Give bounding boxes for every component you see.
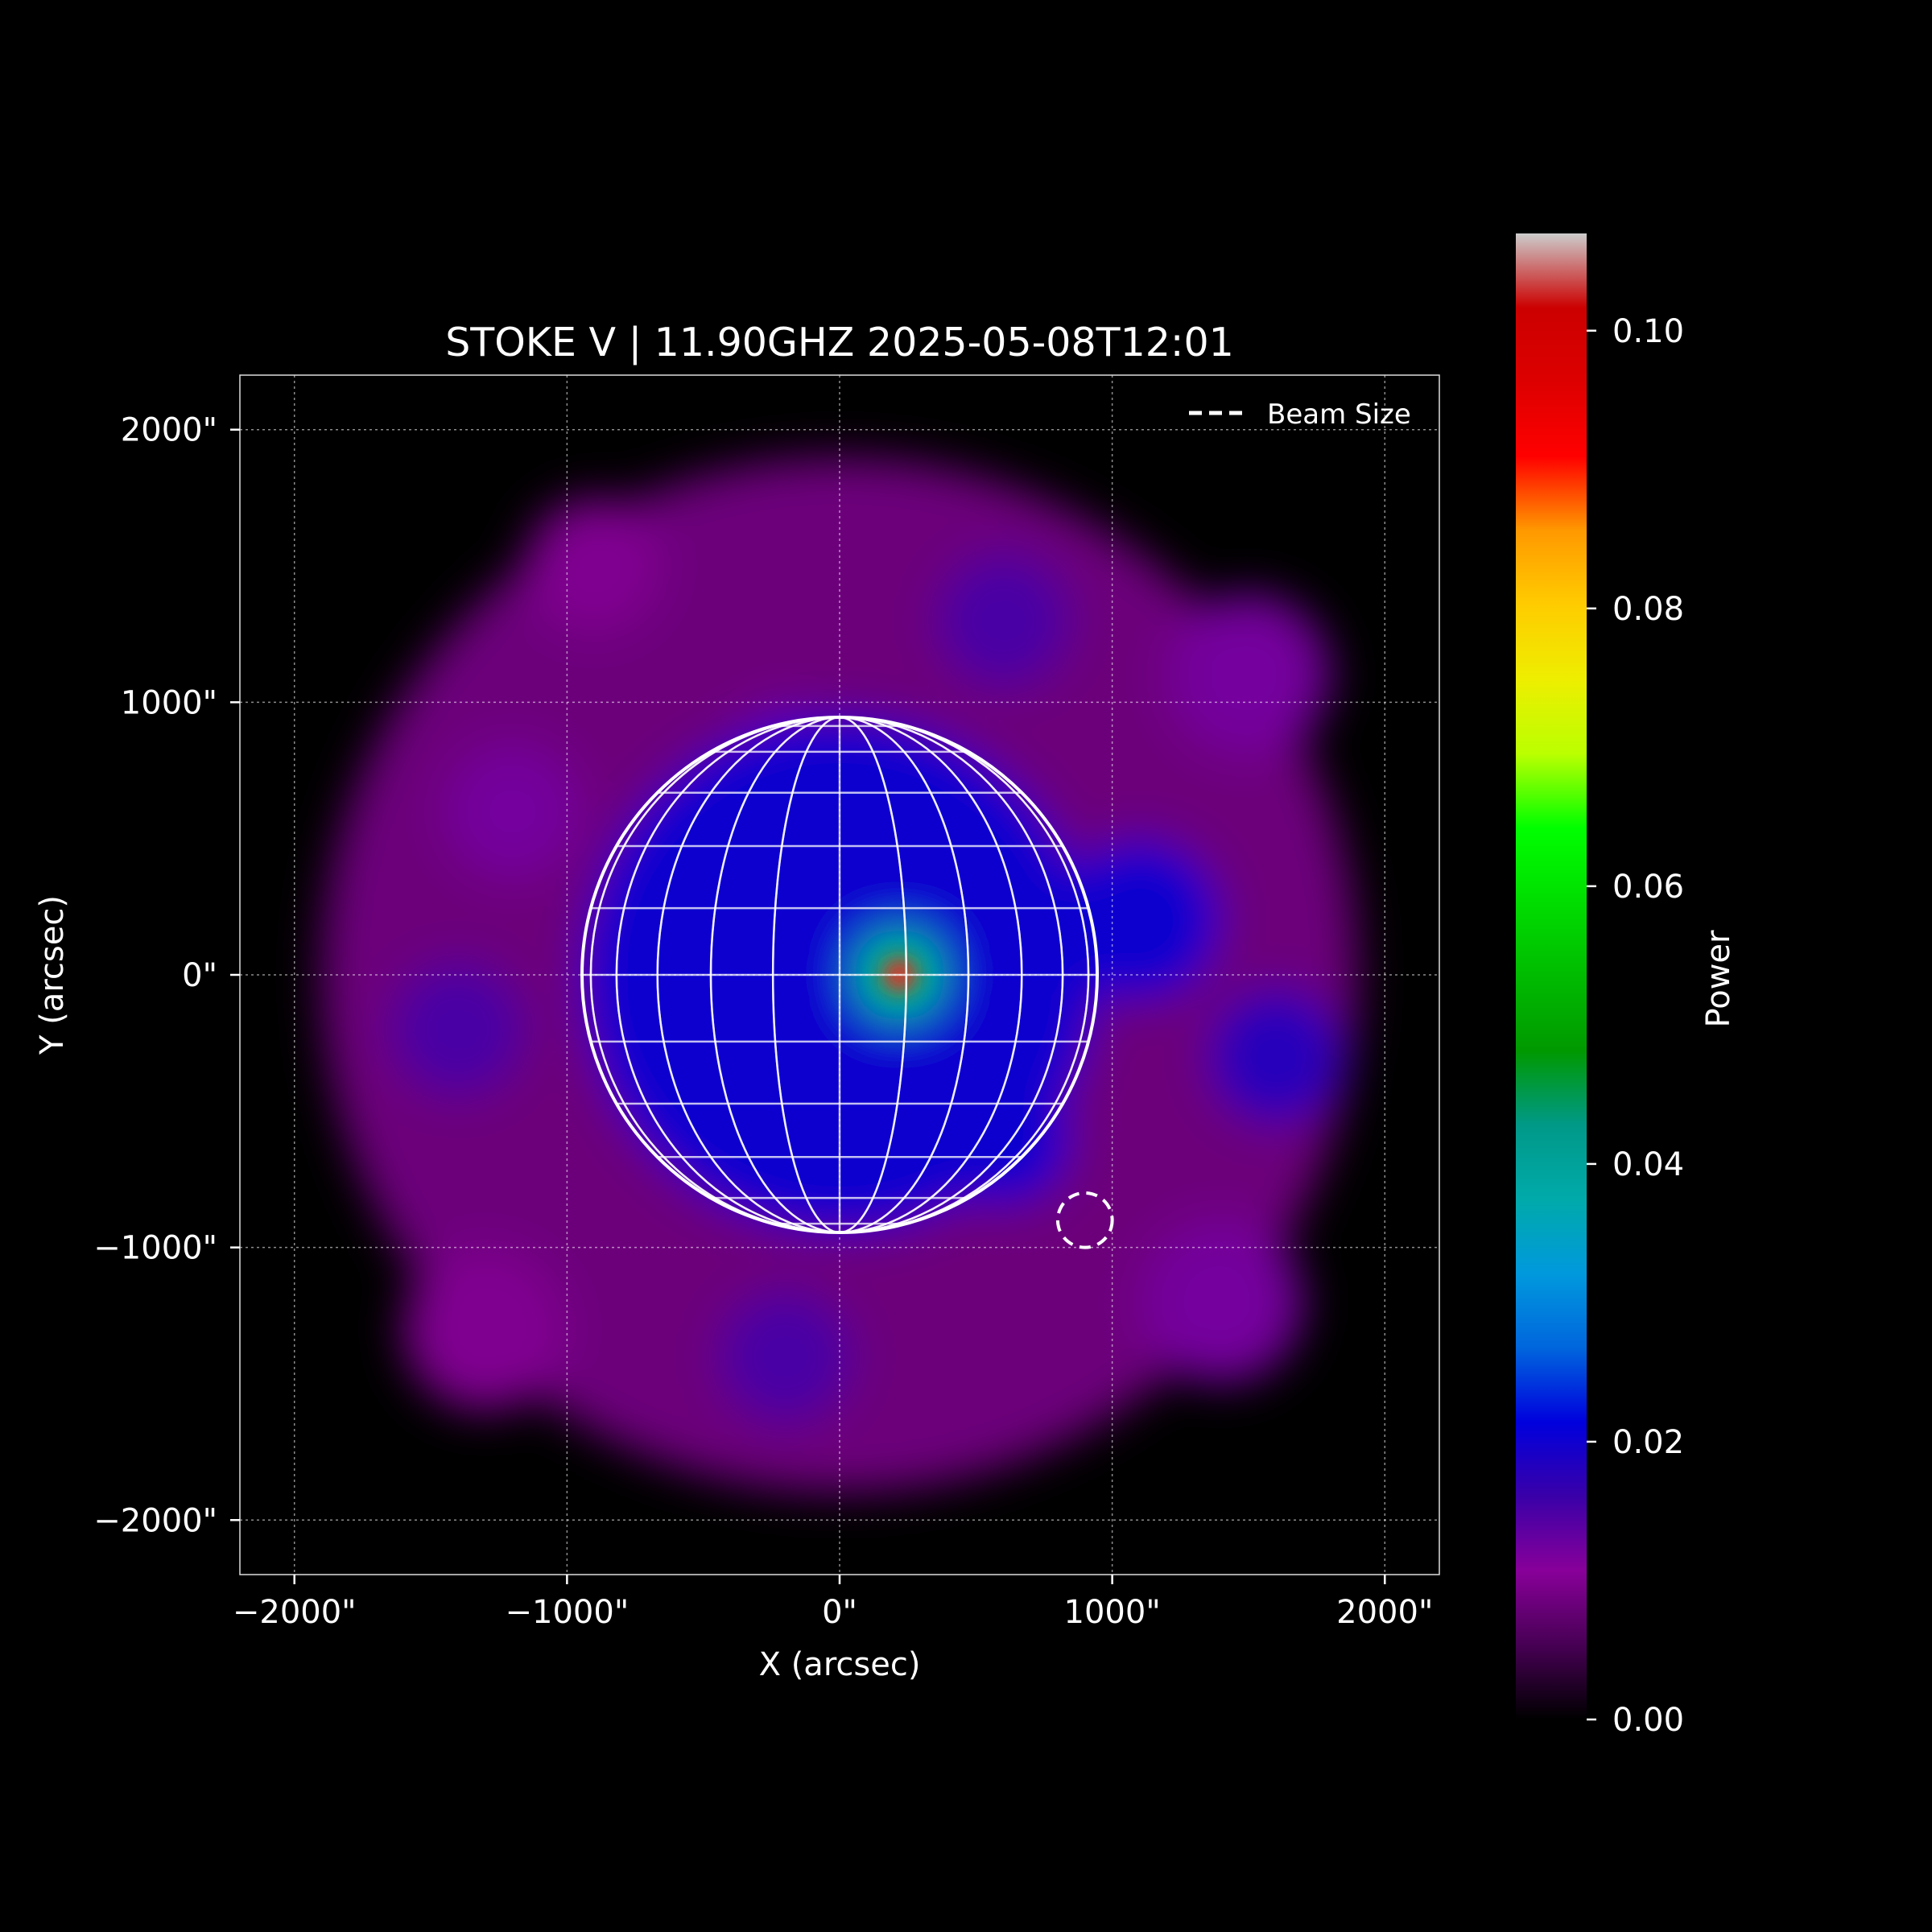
heatmap-source	[390, 961, 526, 1098]
y-tick-label: 0"	[182, 957, 217, 994]
heatmap-source	[1166, 592, 1331, 758]
colorbar	[1516, 233, 1587, 1719]
heatmap-source	[935, 552, 1071, 689]
colorbar-tick-label: 0.02	[1612, 1424, 1684, 1461]
heatmap-source	[444, 743, 581, 880]
x-tick-label: −1000"	[506, 1594, 630, 1631]
y-tick-label: 2000"	[121, 412, 217, 449]
x-axis-label: X (arcsec)	[759, 1646, 921, 1683]
y-tick-label: 1000"	[121, 684, 217, 721]
x-axis-ticks: −2000" −1000" 0" 1000" 2000"	[233, 1575, 1433, 1631]
colorbar-tick-label: 0.08	[1612, 591, 1684, 628]
heatmap-source	[403, 1247, 568, 1411]
colorbar-tick-label: 0.00	[1612, 1702, 1684, 1739]
heatmap-source	[1057, 838, 1222, 1002]
chart-title: STOKE V | 11.90GHZ 2025-05-08T12:01	[445, 320, 1234, 365]
heatmap-source	[880, 1084, 963, 1166]
colorbar-tick-label: 0.06	[1612, 869, 1684, 906]
solar-limb	[580, 715, 1100, 1235]
y-axis-label: Y (arcsec)	[34, 895, 71, 1055]
x-tick-label: −2000"	[233, 1594, 357, 1631]
legend-beam-label: Beam Size	[1267, 398, 1411, 431]
solar-disk-graticule	[580, 715, 1100, 1235]
heatmap-source	[1208, 988, 1344, 1125]
x-tick-label: 0"	[822, 1594, 857, 1631]
heatmap-source	[1139, 1220, 1303, 1384]
heatmap-source	[526, 497, 663, 634]
colorbar-tick-label: 0.10	[1612, 313, 1684, 350]
y-tick-label: −1000"	[93, 1230, 217, 1267]
x-tick-label: 2000"	[1336, 1594, 1433, 1631]
colorbar-label: Power	[1700, 930, 1737, 1027]
colorbar-ticks: 0.10 0.08 0.06 0.04 0.02 0.00	[1587, 313, 1684, 1739]
heatmap-source	[716, 1288, 853, 1425]
colorbar-tick-label: 0.04	[1612, 1146, 1684, 1183]
y-tick-label: −2000"	[93, 1502, 217, 1539]
legend: Beam Size	[1189, 398, 1411, 431]
x-tick-label: 1000"	[1064, 1594, 1161, 1631]
y-axis-ticks: 2000" 1000" 0" −1000" −2000"	[93, 412, 240, 1539]
beam-size-ellipse	[1055, 1191, 1114, 1249]
